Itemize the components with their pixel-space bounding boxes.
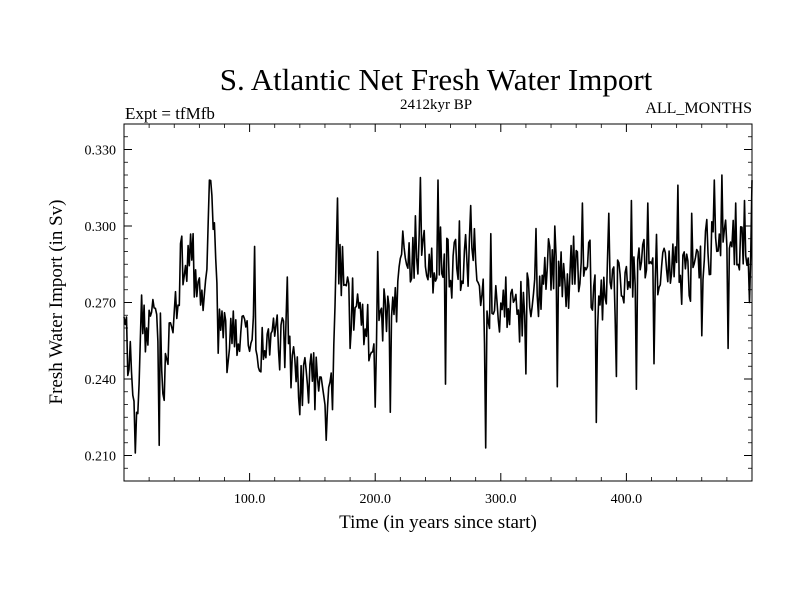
x-axis-ticks: 100.0 200.0 300.0 400.0	[148, 124, 728, 507]
y-tick-label: 0.300	[85, 220, 117, 235]
y-tick-label: 0.210	[85, 450, 117, 465]
y-axis-ticks: 0.210 0.240 0.270 0.300 0.330	[85, 136, 752, 469]
subtitle-period: 2412kyr BP	[400, 97, 472, 113]
x-tick-label: 100.0	[234, 492, 266, 507]
x-tick-label: 400.0	[611, 492, 643, 507]
y-tick-label: 0.270	[85, 297, 117, 312]
y-axis-label: Fresh Water Import (in Sv)	[46, 200, 67, 405]
chart-title: S. Atlantic Net Fresh Water Import	[220, 62, 653, 97]
x-tick-label: 300.0	[485, 492, 517, 507]
x-tick-label: 200.0	[359, 492, 391, 507]
series-line-fresh-water-import	[123, 174, 753, 454]
x-axis-label: Time (in years since start)	[339, 512, 537, 533]
subtitle-experiment: Expt = tfMfb	[125, 104, 215, 123]
subtitle-months: ALL_MONTHS	[645, 100, 752, 117]
plot-frame	[123, 123, 753, 482]
y-tick-label: 0.330	[85, 144, 117, 159]
y-tick-label: 0.240	[85, 373, 117, 388]
